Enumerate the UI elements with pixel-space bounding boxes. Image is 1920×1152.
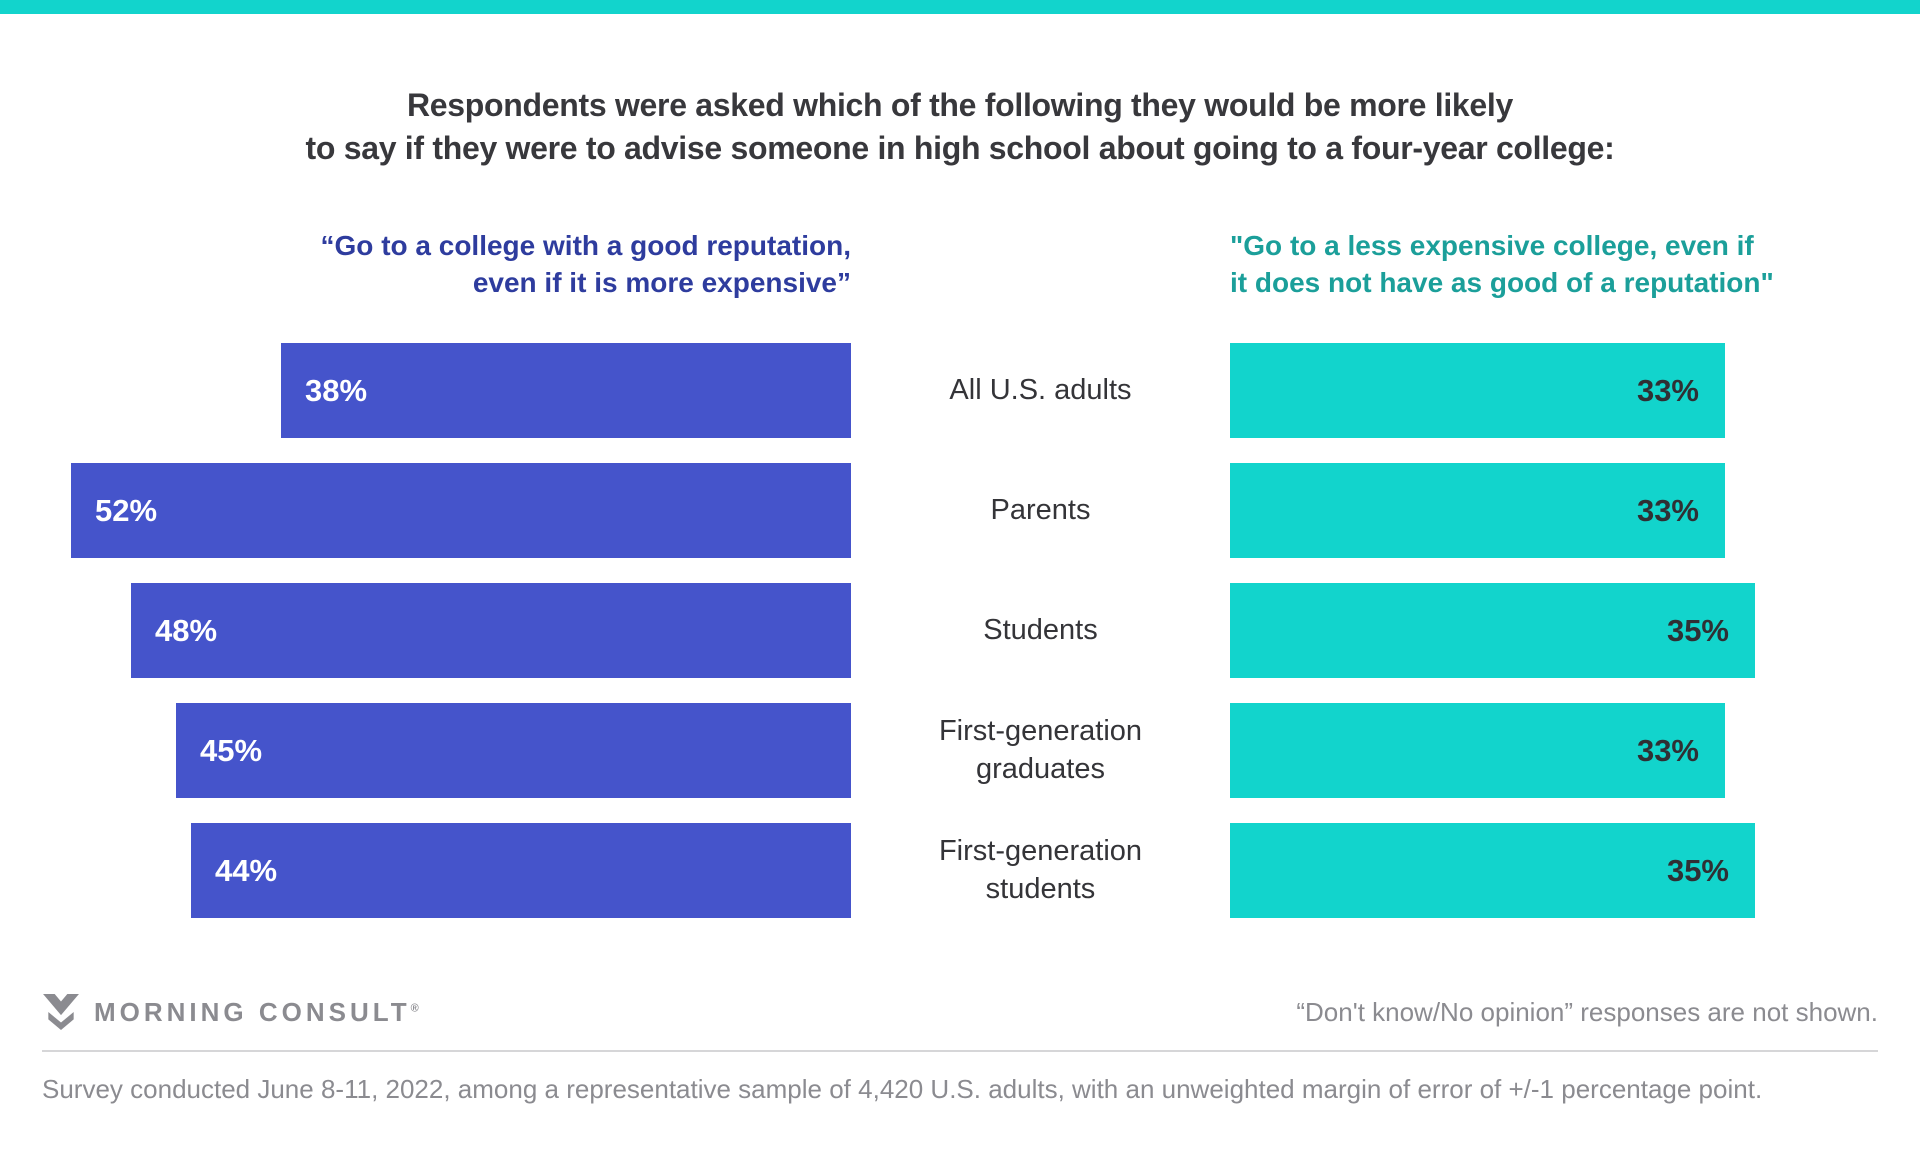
category-label: All U.S. adults — [949, 373, 1132, 406]
bar-right-all-adults: 33% — [1230, 343, 1725, 439]
row-firstgen-students-label-cell: First-generation students — [851, 823, 1230, 918]
bar-left-students: 48% — [131, 583, 851, 679]
bar-value-label: 33% — [1636, 372, 1699, 408]
category-label: Parents — [990, 493, 1091, 526]
row-all-adults-right-cell: 33% — [1230, 343, 1920, 439]
morning-consult-mark-icon — [43, 994, 79, 1031]
row-firstgen-students-left-cell: 44% — [0, 823, 851, 919]
morning-consult-logo: MORNING CONSULT® — [42, 994, 419, 1031]
morning-consult-wordmark: MORNING CONSULT® — [94, 996, 419, 1027]
row-students-label-cell: Students — [851, 583, 1230, 678]
category-label: Students — [983, 613, 1098, 646]
bar-value-label: 35% — [1666, 612, 1729, 648]
bar-left-firstgen-grads: 45% — [176, 703, 851, 799]
footer: MORNING CONSULT® “Don't know/No opinion”… — [0, 994, 1920, 1031]
row-firstgen-grads-right-cell: 33% — [1230, 703, 1920, 799]
bar-value-label: 38% — [305, 372, 368, 408]
bar-value-label: 44% — [215, 852, 278, 888]
top-accent-bar — [0, 0, 1920, 14]
row-parents-right-cell: 33% — [1230, 463, 1920, 559]
bar-left-all-adults: 38% — [281, 343, 851, 439]
series-headers: “Go to a college with a good reputation,… — [0, 228, 1920, 301]
bar-value-label: 45% — [200, 732, 263, 768]
bar-value-label: 52% — [95, 492, 158, 528]
row-students-right-cell: 35% — [1230, 583, 1920, 679]
category-label: First-generation students — [938, 834, 1143, 905]
chart-title-line1: Respondents were asked which of the foll… — [406, 87, 1513, 123]
registered-trademark-symbol: ® — [410, 1002, 419, 1014]
bar-right-students: 35% — [1230, 583, 1755, 679]
row-firstgen-grads-left-cell: 45% — [0, 703, 851, 799]
footnote-text: “Don't know/No opinion” responses are no… — [1296, 996, 1878, 1027]
row-students-left-cell: 48% — [0, 583, 851, 679]
row-firstgen-grads-label-cell: First-generation graduates — [851, 703, 1230, 798]
category-label: First-generation graduates — [938, 714, 1143, 785]
source-text: Survey conducted June 8-11, 2022, among … — [42, 1074, 1763, 1105]
bar-right-parents: 33% — [1230, 463, 1725, 559]
series-header-less-expensive: "Go to a less expensive college, even if… — [1230, 230, 1774, 298]
bar-value-label: 35% — [1666, 852, 1729, 888]
bar-value-label: 33% — [1636, 492, 1699, 528]
row-all-adults-label-cell: All U.S. adults — [851, 343, 1230, 438]
diverging-bar-chart: 38% All U.S. adults 33% 52% Parents 33% … — [0, 343, 1920, 919]
row-all-adults-left-cell: 38% — [0, 343, 851, 439]
bar-right-firstgen-grads: 33% — [1230, 703, 1725, 799]
bar-value-label: 48% — [155, 612, 218, 648]
bar-value-label: 33% — [1636, 732, 1699, 768]
bar-right-firstgen-students: 35% — [1230, 823, 1755, 919]
footer-divider — [42, 1050, 1878, 1053]
bar-left-parents: 52% — [71, 463, 851, 559]
chart-title: Respondents were asked which of the foll… — [0, 84, 1920, 170]
row-firstgen-students-right-cell: 35% — [1230, 823, 1920, 919]
row-parents-label-cell: Parents — [851, 463, 1230, 558]
row-parents-left-cell: 52% — [0, 463, 851, 559]
chart-title-line2: to say if they were to advise someone in… — [305, 130, 1615, 167]
series-header-reputation: “Go to a college with a good reputation,… — [320, 230, 851, 298]
bar-left-firstgen-students: 44% — [191, 823, 851, 919]
